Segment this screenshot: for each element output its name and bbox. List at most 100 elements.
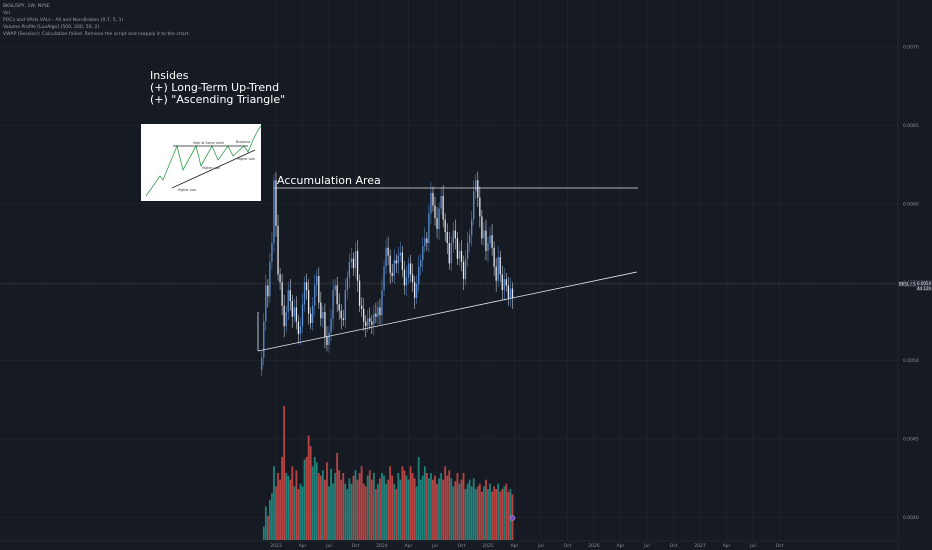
accumulation-area-label: Accumulation Area (277, 174, 381, 187)
volume-bar (468, 479, 471, 540)
volume-bar (480, 491, 483, 540)
volume-bar (478, 483, 481, 540)
x-tick-label: Jul (325, 543, 331, 549)
candle-body (316, 275, 318, 286)
candle-body (424, 238, 426, 247)
volume-bar (454, 481, 457, 540)
volume-bar (344, 483, 347, 540)
indicator-vol[interactable]: Vol (3, 10, 10, 16)
volume-bar (275, 486, 277, 540)
inset-price-path (145, 125, 262, 197)
candle-body (299, 326, 302, 335)
candle-body (397, 255, 399, 264)
volume-bar (370, 479, 373, 540)
candle-body (426, 238, 428, 244)
volume-bar (332, 483, 334, 540)
volume-bar (487, 489, 489, 540)
volume-bar (411, 473, 414, 540)
y-tick-label: 0.0040 (903, 515, 919, 521)
candle-body (283, 305, 285, 327)
event-marker-icon[interactable] (509, 515, 516, 521)
volume-bar (440, 473, 443, 540)
candle-body (265, 285, 267, 322)
badge-value-box (916, 280, 932, 291)
candle-body (328, 332, 330, 345)
symbol-title[interactable]: BKSL/SPY, 1W, NYSE (3, 3, 50, 9)
volume-bar (417, 456, 420, 540)
volume-bar (442, 479, 445, 540)
volume-bar (309, 446, 312, 540)
volume-bar (346, 489, 349, 540)
candle-body (479, 197, 481, 217)
candle-body (442, 196, 444, 220)
volume-bar (330, 468, 332, 540)
candle-body (297, 321, 300, 335)
candle-body (332, 290, 334, 319)
candle-body (379, 307, 381, 316)
candle-body (505, 279, 507, 286)
candle-body (438, 208, 440, 229)
candle-body (352, 258, 355, 269)
badge-symbol: BKSL / SPY (899, 282, 921, 287)
inset-label-hl2: Higher Low (202, 166, 220, 170)
x-tick-label: 2023 (270, 543, 282, 549)
candle-body (369, 318, 371, 322)
candle-body (271, 243, 273, 262)
candle-body (320, 302, 322, 319)
candle-body (407, 263, 410, 278)
candle-body (509, 288, 512, 298)
volume-bar (413, 478, 416, 540)
volume-bar (281, 456, 284, 540)
volume-bar (262, 526, 265, 540)
candle-body (489, 235, 491, 244)
candle-body (281, 282, 283, 306)
candle-body (340, 310, 342, 319)
volume-bar (368, 470, 371, 540)
time-axis[interactable]: 2023 Apr Jul Oct 2024 Apr Jul Oct 2025 Apr Jul Oct 2… (0, 540, 898, 549)
indicator-volume-profile[interactable]: Volume Profile [LuxAlgo] (500, 200, 50, … (3, 24, 99, 30)
candle-body (460, 250, 463, 262)
volume-bar (423, 466, 426, 540)
indicator-pocs[interactable]: POCs and VAHs VALs - All and Non-Broken … (3, 17, 124, 23)
candle-body (483, 230, 485, 239)
candle-body (420, 260, 422, 267)
candle-body (485, 230, 487, 251)
candle-body (291, 301, 293, 317)
indicator-vwap[interactable]: VWAP (Session): Calculation failed. Remo… (3, 31, 190, 37)
inset-frame (141, 124, 261, 201)
volume-bar (458, 483, 461, 540)
candle-body (371, 321, 373, 325)
candle-body (436, 217, 438, 229)
x-tick-label: Oct (776, 543, 784, 549)
volume-bar (356, 479, 359, 540)
candle-body (326, 337, 328, 345)
candle-body (348, 261, 351, 278)
volume-bar (476, 486, 479, 540)
candle-body (324, 312, 326, 338)
volume-bar (493, 486, 496, 540)
candle-body (391, 272, 393, 276)
volume-bar (419, 479, 422, 540)
volume-bar (273, 466, 275, 540)
volume-bar (507, 491, 510, 540)
candle-body (295, 307, 298, 322)
volume-bar (283, 406, 286, 540)
candle-body (277, 225, 279, 275)
badge-countdown: 4d 12h (917, 286, 931, 291)
candle-body (287, 290, 289, 313)
rising-trendline[interactable] (257, 271, 638, 352)
candle-body (263, 321, 265, 358)
volume-bar (387, 479, 390, 540)
volume-bar (434, 475, 436, 540)
volume-bar (352, 475, 355, 540)
volume-bar (405, 475, 408, 540)
volume-bar (391, 475, 394, 540)
volume-bar (438, 478, 440, 540)
candle-body (428, 213, 430, 244)
candle-body (511, 288, 514, 298)
candle-body (393, 260, 395, 276)
candle-body (273, 180, 275, 244)
candle-body (444, 219, 446, 233)
volume-bar (338, 470, 341, 540)
